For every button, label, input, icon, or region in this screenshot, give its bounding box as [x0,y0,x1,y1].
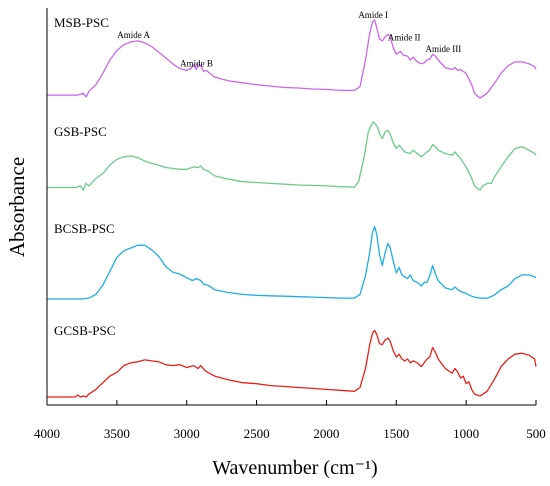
series-line-gsb-psc [47,121,537,191]
series-label-bcsb-psc: BCSB-PSC [54,221,115,236]
y-axis-title: Absorbance [5,157,29,257]
annotation-amide-i: Amide I [358,10,388,20]
plot-lines [47,19,537,398]
annotation-amide-iii: Amide III [426,44,462,54]
x-tick-label: 1000 [453,426,479,441]
x-tick-label: 2000 [313,426,339,441]
x-tick-label: 1500 [383,426,409,441]
x-tick-label: 3000 [174,426,200,441]
series-label-gsb-psc: GSB-PSC [54,124,107,139]
series-line-gcsb-psc [47,329,537,398]
x-tick-label: 2500 [244,426,270,441]
x-tick-label: 3500 [104,426,130,441]
x-axis-ticks: 4000 3500 3000 2500 2000 1500 1000 500 [34,400,546,441]
x-axis-title: Wavenumber (cm⁻¹) [212,457,377,479]
series-label-gcsb-psc: GCSB-PSC [54,323,115,338]
annotation-amide-a: Amide A [117,30,150,40]
series-line-msb-psc [47,19,537,99]
annotation-amide-ii: Amide II [388,33,421,43]
series-labels: MSB-PSC GSB-PSC BCSB-PSC GCSB-PSC [54,15,115,338]
x-tick-label: 4000 [34,426,60,441]
annotation-amide-b: Amide B [180,59,213,69]
series-label-msb-psc: MSB-PSC [54,15,109,30]
x-tick-label: 500 [526,426,546,441]
series-line-bcsb-psc [47,226,537,300]
peak-annotations: Amide A Amide B Amide I Amide II Amide III [117,10,461,69]
